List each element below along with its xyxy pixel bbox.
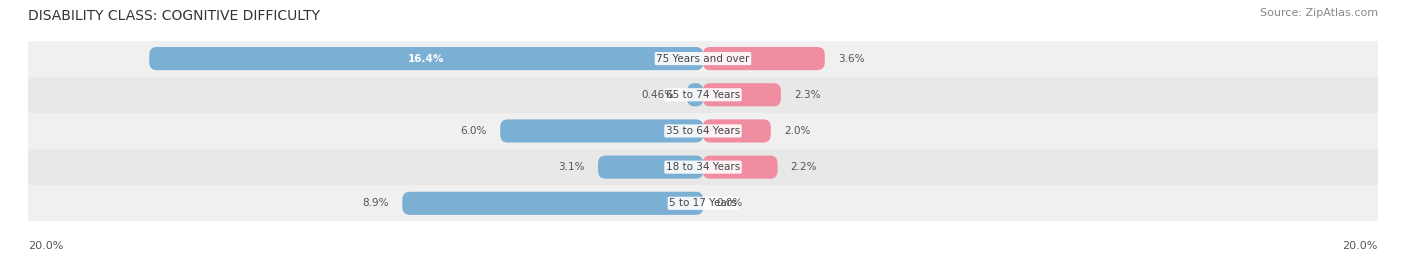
Text: 6.0%: 6.0% bbox=[461, 126, 486, 136]
Text: 16.4%: 16.4% bbox=[408, 53, 444, 64]
FancyBboxPatch shape bbox=[28, 77, 1378, 113]
FancyBboxPatch shape bbox=[501, 119, 703, 143]
Text: Source: ZipAtlas.com: Source: ZipAtlas.com bbox=[1260, 8, 1378, 18]
Text: 35 to 64 Years: 35 to 64 Years bbox=[666, 126, 740, 136]
FancyBboxPatch shape bbox=[688, 83, 703, 106]
FancyBboxPatch shape bbox=[598, 156, 703, 179]
FancyBboxPatch shape bbox=[149, 47, 703, 70]
FancyBboxPatch shape bbox=[28, 113, 1378, 149]
Text: 0.46%: 0.46% bbox=[641, 90, 673, 100]
Text: 8.9%: 8.9% bbox=[363, 198, 389, 208]
Text: 2.0%: 2.0% bbox=[785, 126, 810, 136]
FancyBboxPatch shape bbox=[703, 83, 780, 106]
Text: 2.2%: 2.2% bbox=[790, 162, 817, 172]
FancyBboxPatch shape bbox=[28, 149, 1378, 185]
Text: 20.0%: 20.0% bbox=[28, 241, 63, 251]
Text: 65 to 74 Years: 65 to 74 Years bbox=[666, 90, 740, 100]
Text: 75 Years and over: 75 Years and over bbox=[657, 53, 749, 64]
FancyBboxPatch shape bbox=[28, 185, 1378, 221]
Text: 3.6%: 3.6% bbox=[838, 53, 865, 64]
FancyBboxPatch shape bbox=[28, 40, 1378, 77]
FancyBboxPatch shape bbox=[703, 47, 825, 70]
Text: 2.3%: 2.3% bbox=[794, 90, 821, 100]
FancyBboxPatch shape bbox=[703, 119, 770, 143]
Text: 20.0%: 20.0% bbox=[1343, 241, 1378, 251]
Text: 18 to 34 Years: 18 to 34 Years bbox=[666, 162, 740, 172]
Text: 5 to 17 Years: 5 to 17 Years bbox=[669, 198, 737, 208]
Text: 0.0%: 0.0% bbox=[717, 198, 742, 208]
FancyBboxPatch shape bbox=[402, 192, 703, 215]
Text: 3.1%: 3.1% bbox=[558, 162, 585, 172]
FancyBboxPatch shape bbox=[703, 156, 778, 179]
Text: DISABILITY CLASS: COGNITIVE DIFFICULTY: DISABILITY CLASS: COGNITIVE DIFFICULTY bbox=[28, 9, 321, 23]
